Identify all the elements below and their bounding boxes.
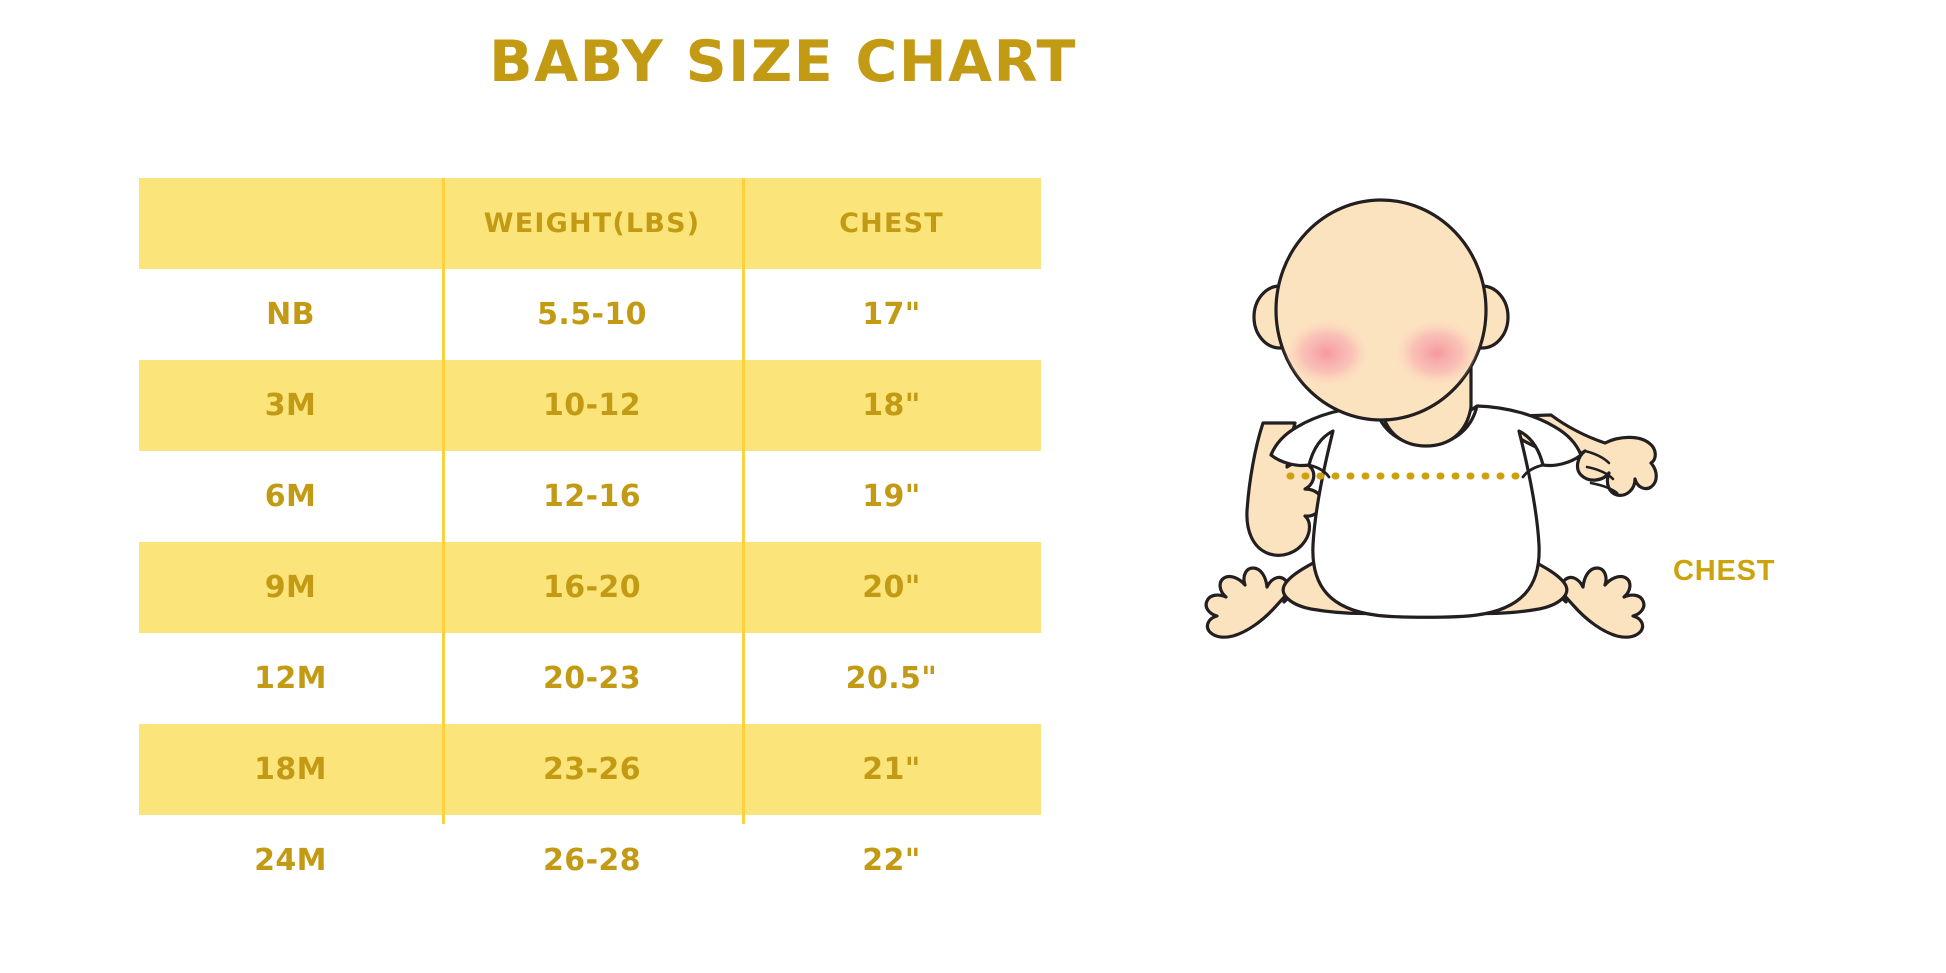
cell-chest: 20" [862,570,921,605]
cell-size: 24M [254,843,327,878]
baby-right-cheek [1391,317,1483,389]
cell-chest: 20.5" [845,661,938,696]
table-row: 12M 20-23 20.5" [139,633,1041,724]
cell-weight: 12-16 [543,479,641,514]
cell-size: NB [266,297,315,332]
column-header-chest: CHEST [839,208,944,239]
table-row: 18M 23-26 21" [139,724,1041,815]
cell-size: 9M [264,570,317,605]
table-row: NB 5.5-10 17" [139,269,1041,360]
chest-callout-label: CHEST [1673,555,1776,587]
cell-weight: 5.5-10 [537,297,647,332]
baby-head [1274,198,1488,422]
table-row: 3M 10-12 18" [139,360,1041,451]
column-divider-2 [742,178,745,824]
size-table: WEIGHT(LBS) CHEST NB 5.5-10 17" 3M 10-12… [139,178,1041,906]
column-divider-1 [442,178,445,824]
cell-size: 6M [264,479,317,514]
cell-chest: 17" [862,297,921,332]
cell-size: 12M [254,661,327,696]
cell-chest: 19" [862,479,921,514]
cell-size: 18M [254,752,327,787]
cell-size: 3M [264,388,317,423]
baby-left-cheek [1281,317,1373,389]
column-header-weight: WEIGHT(LBS) [483,208,701,239]
cell-chest: 22" [862,843,921,878]
table-row: 9M 16-20 20" [139,542,1041,633]
cell-chest: 21" [862,752,921,787]
baby-illustration [1185,195,1665,665]
table-row: 24M 26-28 22" [139,815,1041,906]
page-title: BABY SIZE CHART [489,29,1077,95]
cell-weight: 16-20 [543,570,641,605]
cell-chest: 18" [862,388,921,423]
cell-weight: 26-28 [543,843,641,878]
cell-weight: 10-12 [543,388,641,423]
cell-weight: 20-23 [543,661,641,696]
table-row: 6M 12-16 19" [139,451,1041,542]
baby-onesie [1269,404,1583,619]
cell-weight: 23-26 [543,752,641,787]
table-header-row: WEIGHT(LBS) CHEST [139,178,1041,269]
